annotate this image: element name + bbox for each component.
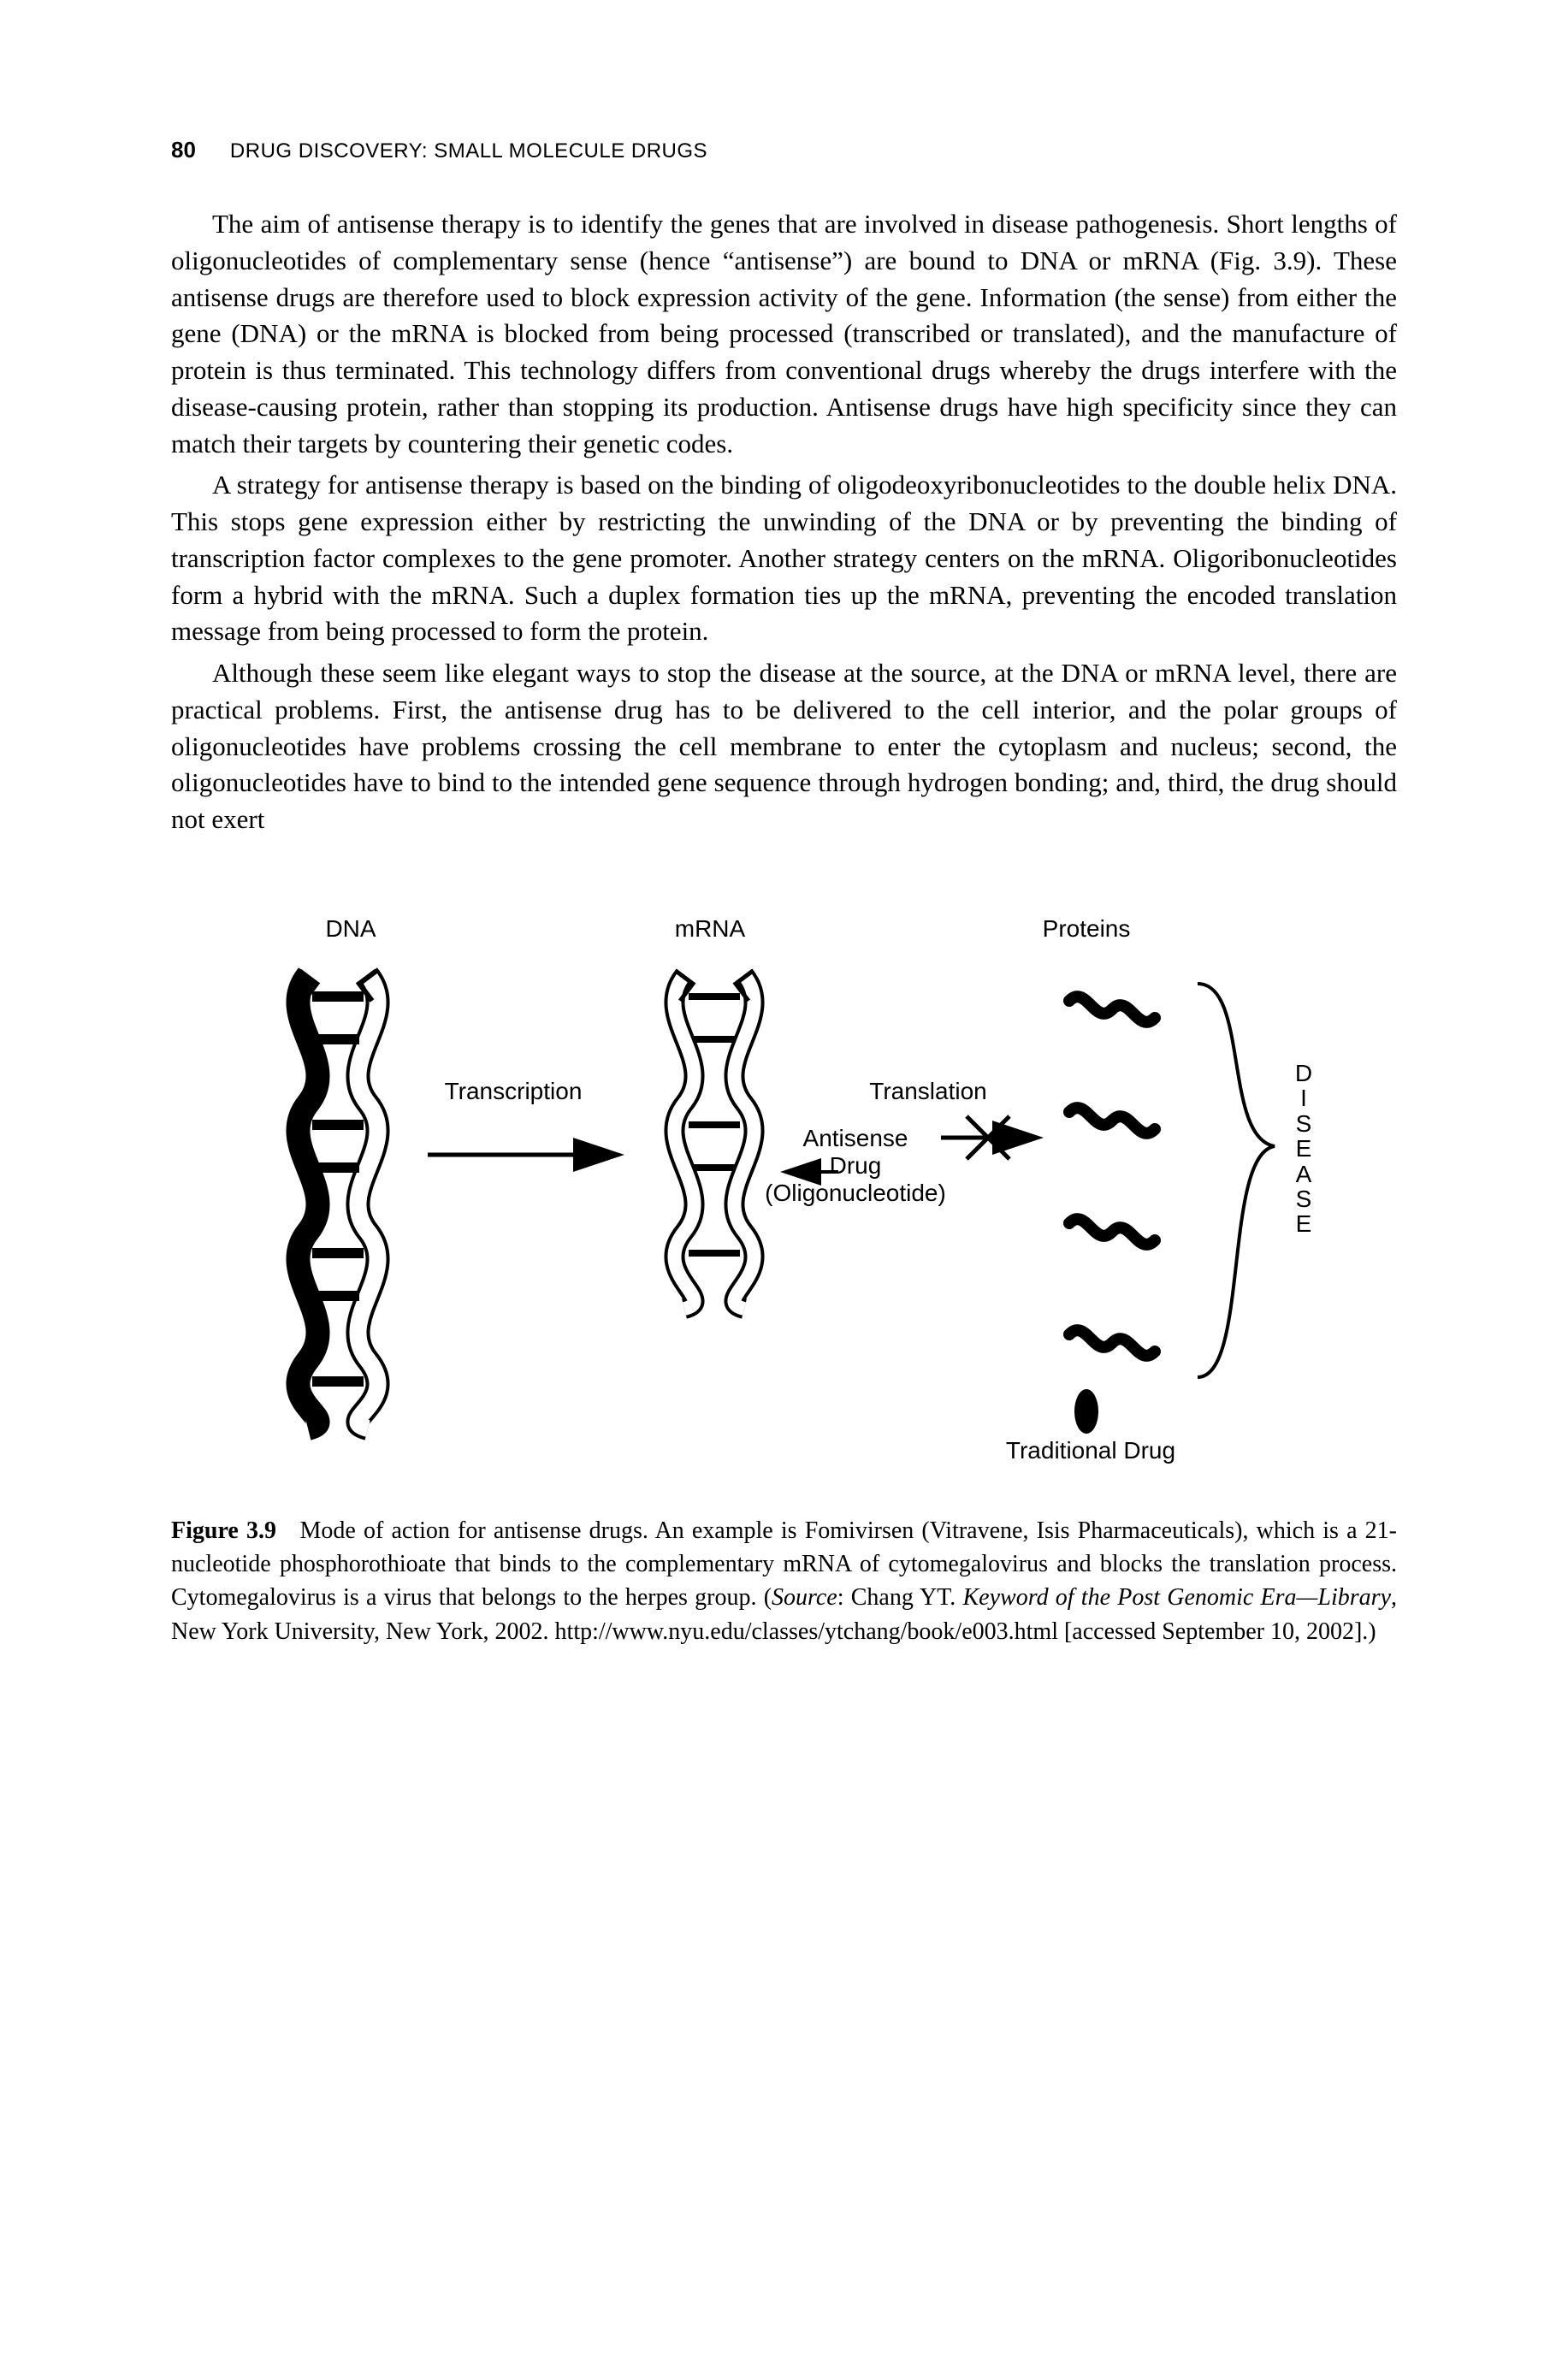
dna-helix-icon [298, 971, 377, 1428]
proteins-icon [1069, 997, 1155, 1356]
antisense-diagram: DNA mRNA Proteins Transcription Translat… [171, 915, 1397, 1497]
body-paragraph-1: The aim of antisense therapy is to ident… [171, 206, 1397, 462]
figure-caption: Figure 3.9 Mode of action for antisense … [171, 1514, 1397, 1648]
page-number: 80 [171, 137, 196, 163]
mrna-helix-icon [674, 971, 754, 1309]
caption-text: : Chang YT. [837, 1584, 963, 1611]
caption-source-label: Source [772, 1584, 837, 1611]
diagram-svg [171, 915, 1397, 1497]
caption-lead: Figure 3.9 [171, 1517, 276, 1544]
traditional-drug-icon [1074, 1389, 1098, 1434]
translation-blocked-arrow-icon [941, 1116, 1035, 1159]
caption-book-title: Keyword of the Post Genomic Era—Library [963, 1584, 1392, 1611]
page-header: 80 DRUG DISCOVERY: SMALL MOLECULE DRUGS [171, 137, 1397, 163]
chapter-title: DRUG DISCOVERY: SMALL MOLECULE DRUGS [230, 139, 707, 163]
brace-icon [1198, 984, 1275, 1377]
figure-block: DNA mRNA Proteins Transcription Translat… [171, 915, 1397, 1648]
body-paragraph-2: A strategy for antisense therapy is base… [171, 467, 1397, 650]
body-paragraph-3: Although these seem like elegant ways to… [171, 655, 1397, 838]
